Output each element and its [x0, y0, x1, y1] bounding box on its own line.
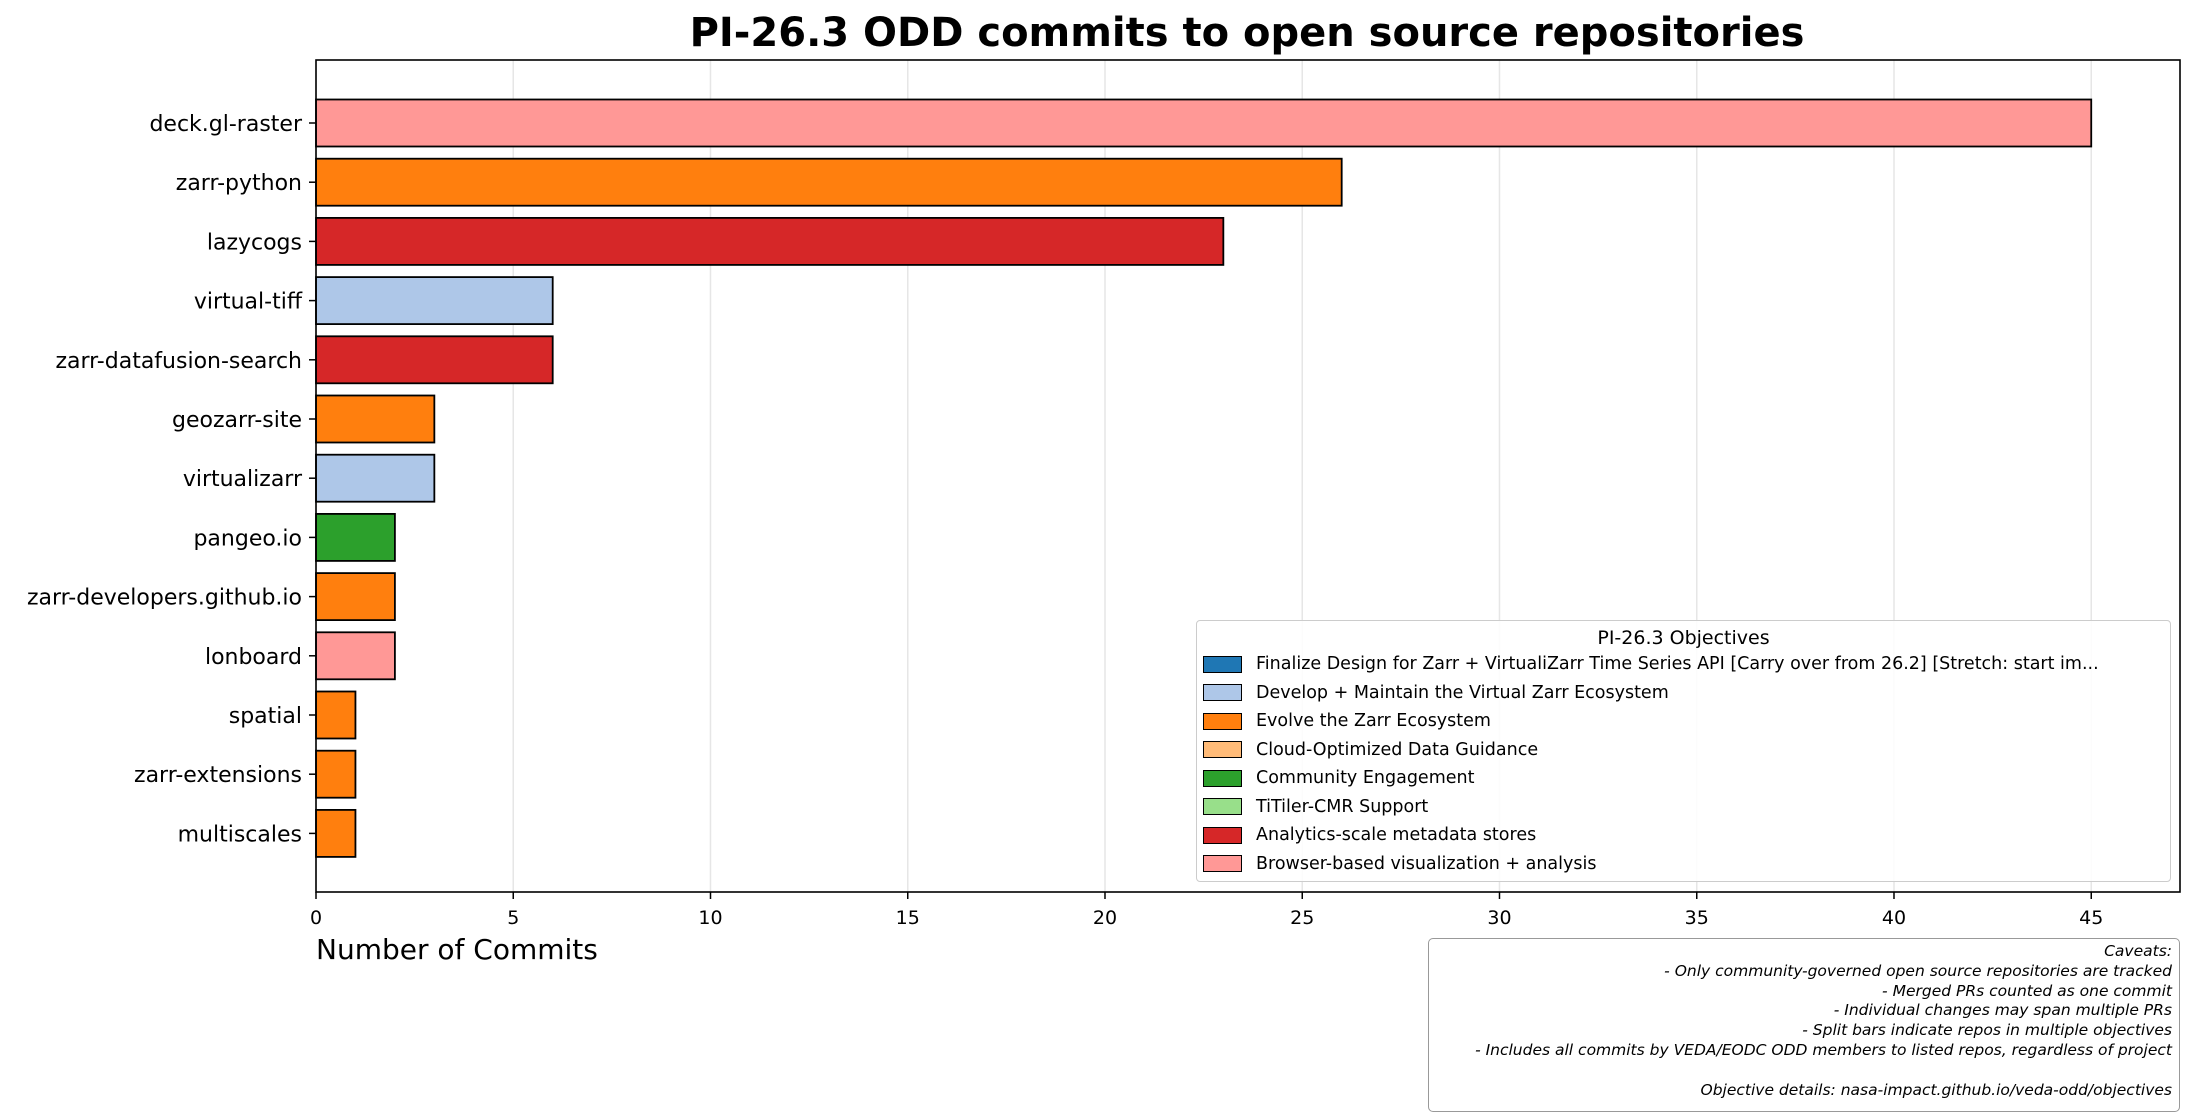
legend-swatch	[1203, 684, 1242, 701]
x-axis-label: Number of Commits	[316, 933, 598, 966]
legend-item: Finalize Design for Zarr + VirtualiZarr …	[1203, 652, 2099, 676]
y-tick-label: zarr-python	[176, 171, 302, 196]
legend-swatch	[1203, 826, 1242, 844]
x-tick-label: 10	[698, 907, 722, 929]
bar-geozarr-site	[315, 394, 436, 444]
legend-label: Cloud-Optimized Data Guidance	[1256, 739, 1539, 760]
y-tick-label: multiscales	[178, 822, 302, 847]
x-axis-ticks: 0 5 10 15 20 25 30 35 40 45	[310, 892, 2103, 929]
y-tick-label: zarr-datafusion-search	[55, 349, 302, 374]
legend: PI-26.3 Objectives Finalize Design for Z…	[1196, 620, 2171, 882]
caveats-heading: Caveats:	[2104, 942, 2172, 960]
y-tick-label: deck.gl-raster	[149, 112, 302, 137]
y-tick-label: pangeo.io	[193, 526, 302, 551]
x-tick-label: 40	[1882, 907, 1906, 929]
x-tick-label: 5	[507, 907, 519, 929]
caveat-line: - Individual changes may span multiple P…	[1833, 1001, 2172, 1020]
legend-label: TiTiler-CMR Support	[1256, 796, 1429, 817]
caveat-line: - Includes all commits by VEDA/EODC ODD …	[1475, 1040, 2172, 1059]
legend-swatch	[1203, 798, 1242, 815]
legend-swatch	[1203, 655, 1242, 673]
legend-item: Cloud-Optimized Data Guidance	[1203, 738, 1538, 762]
bar-multiscales	[315, 809, 357, 858]
y-tick-label: lazycogs	[207, 230, 302, 255]
bar-spatial	[315, 690, 357, 740]
chart-title: PI-26.3 ODD commits to open source repos…	[690, 10, 1805, 56]
caveat-line: - Split bars indicate repos in multiple …	[1802, 1021, 2172, 1040]
y-axis-ticks: deck.gl-raster zarr-python lazycogs virtual…	[27, 112, 316, 847]
legend-item: Browser-based visualization + analysis	[1203, 852, 1596, 876]
legend-item: Develop + Maintain the Virtual Zarr Ecos…	[1203, 681, 1669, 705]
legend-label: Develop + Maintain the Virtual Zarr Ecos…	[1256, 682, 1669, 703]
plot-frame	[315, 59, 2181, 893]
y-tick-label: zarr-extensions	[134, 763, 302, 788]
bar-lonboard	[315, 631, 396, 681]
x-tick-label: 0	[310, 907, 322, 929]
x-tick-label: 35	[1685, 907, 1709, 929]
objective-details-text: Objective details: nasa-impact.github.io…	[1700, 1080, 2173, 1099]
bar-zarr-python	[315, 157, 1343, 207]
bar-zarr-datafusion-search	[315, 335, 554, 385]
bar-deck-gl-raster	[315, 98, 2093, 148]
caveat-spacer	[1429, 1061, 2172, 1081]
bar-pangeo-io	[315, 513, 396, 562]
legend-label: Analytics-scale metadata stores	[1256, 825, 1537, 845]
legend-label: Evolve the Zarr Ecosystem	[1256, 711, 1491, 731]
x-tick-label: 20	[1093, 907, 1117, 929]
bar-zarr-developers-github-io	[315, 572, 396, 621]
legend-label: Browser-based visualization + analysis	[1256, 853, 1597, 874]
y-tick-label: geozarr-site	[172, 408, 302, 433]
y-tick-label: lonboard	[205, 645, 302, 670]
legend-title: PI-26.3 Objectives	[1597, 627, 1770, 649]
legend-item: TiTiler-CMR Support	[1203, 795, 1428, 819]
x-tick-label: 25	[1290, 907, 1314, 929]
legend-item: Analytics-scale metadata stores	[1203, 823, 1536, 847]
caveat-line: - Merged PRs counted as one commit	[1882, 981, 2172, 1000]
legend-label: Finalize Design for Zarr + VirtualiZarr …	[1256, 654, 2099, 674]
bar-lazycogs	[315, 216, 1225, 266]
y-tick-label: virtual-tiff	[194, 290, 303, 315]
bars	[315, 98, 2093, 858]
caveat-line: - Only community-governed open source re…	[1664, 961, 2172, 980]
bar-virtual-tiff	[315, 276, 554, 326]
legend-item: Evolve the Zarr Ecosystem	[1203, 709, 1491, 733]
legend-swatch	[1203, 769, 1242, 787]
y-tick-label: zarr-developers.github.io	[27, 586, 302, 611]
bar-virtualizarr	[315, 453, 436, 503]
legend-label: Community Engagement	[1256, 768, 1475, 788]
x-tick-label: 30	[1487, 907, 1511, 929]
y-tick-label: spatial	[229, 704, 302, 729]
legend-item: Community Engagement	[1203, 766, 1474, 790]
legend-swatch	[1203, 712, 1242, 730]
x-tick-label: 15	[896, 907, 920, 929]
y-tick-label: virtualizarr	[183, 467, 303, 492]
caveats-box: Caveats: - Only community-governed open …	[1428, 938, 2180, 1112]
legend-swatch	[1203, 855, 1242, 872]
bar-zarr-extensions	[315, 749, 357, 799]
x-tick-label: 45	[2079, 907, 2103, 929]
legend-swatch	[1203, 741, 1242, 758]
